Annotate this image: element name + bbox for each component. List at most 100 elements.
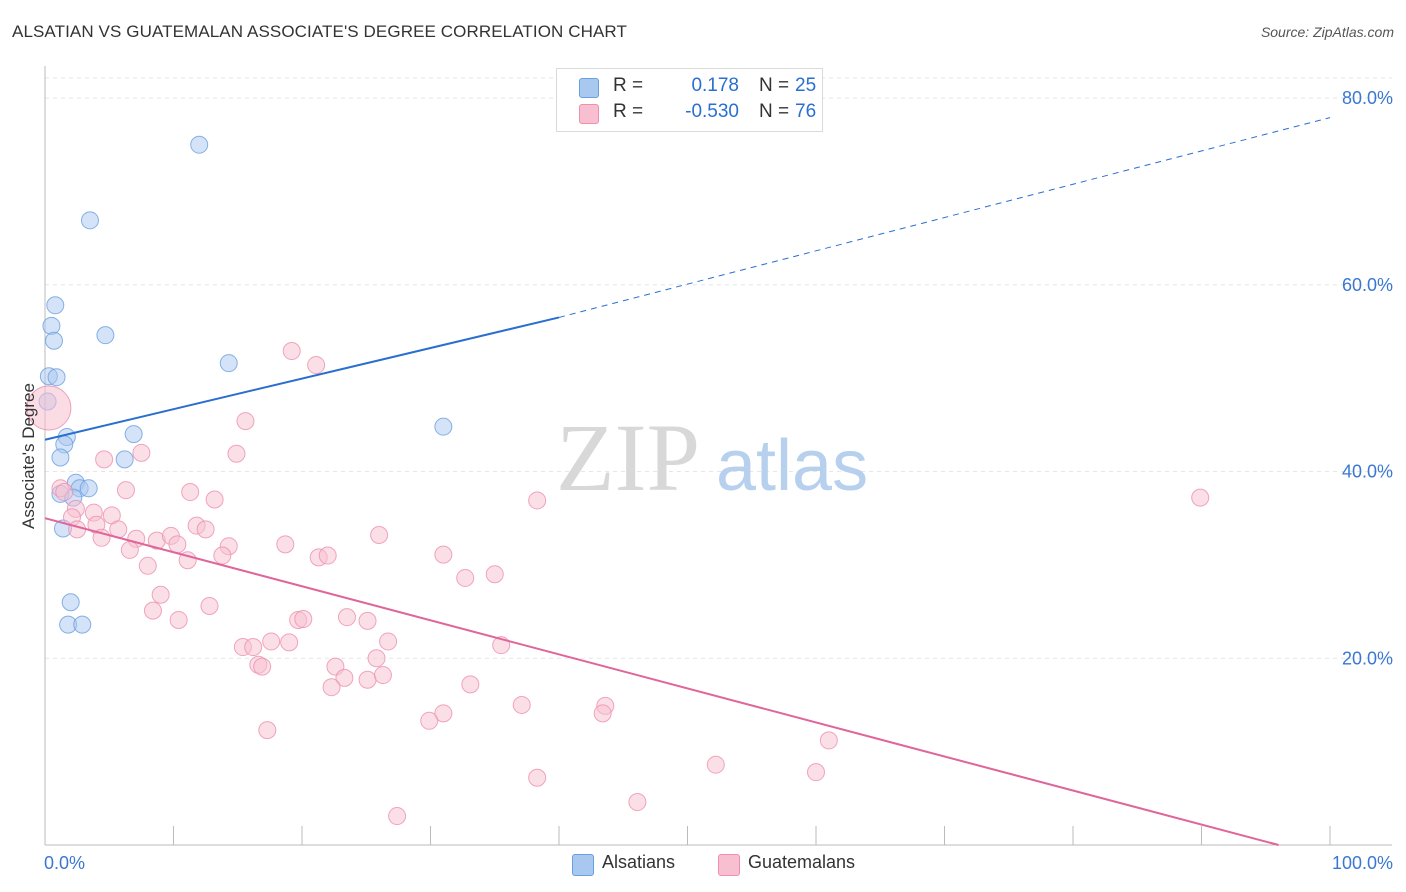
legend-r-label: R = [613,101,644,122]
guatemalan-point [593,704,612,723]
chart-title: ALSATIAN VS GUATEMALAN ASSOCIATE'S DEGRE… [12,22,627,41]
guatemalan-point [528,768,547,787]
points-layer [26,135,1210,826]
guatemalan-point [434,704,453,723]
guatemalan-point [258,721,277,740]
guatemalan-point [55,483,74,502]
guatemalan-point [178,551,197,570]
guatemalan-point [262,632,281,651]
alsatian-point [96,326,115,345]
guatemalan-point [370,525,389,544]
alsatian-point [51,448,70,467]
guatemalan-point [138,556,157,575]
legend-n-value: 76 [795,101,817,122]
x-tick-label: 0.0% [44,853,85,873]
guatemalan-point [280,633,299,652]
guatemalan-point [373,666,392,685]
alsatian-point [79,479,98,498]
alsatian-point [190,135,209,154]
guatemalan-point [628,793,647,812]
guatemalan-point [337,608,356,627]
bottom-legend-swatch-alsatians [572,854,594,876]
guatemalan-point [227,444,246,463]
y-tick-label: 60.0% [1342,275,1393,295]
guatemalan-point [151,585,170,604]
guatemalan-point [95,450,114,469]
guatemalan-point [213,546,232,565]
guatemalan-point [276,535,295,554]
guatemalan-point [485,565,504,584]
guatemalan-point [132,443,151,462]
y-axis-label: Associate's Degree [19,383,38,529]
legend-r-label: R = [613,75,644,96]
axes-layer [44,66,1392,846]
tick-label-layer: 20.0% 40.0% 60.0% 80.0% 0.0% 100.0% [44,88,1393,873]
guatemalan-point [318,546,337,565]
guatemalan-point [205,490,224,509]
alsatian-point [46,296,65,315]
guatemalan-point [420,711,439,730]
bottom-legend-label-alsatians: Alsatians [602,852,676,872]
guatemalan-point [706,755,725,774]
guatemalan-point [244,638,263,657]
guatemalan-point [26,385,72,431]
stats-legend: R = 0.178 N = 25 R = -0.530 N = 76 [556,68,823,132]
guatemalan-point [358,611,377,630]
guatemalan-point [388,807,407,826]
guatemalan-point [379,632,398,651]
alsatian-point [434,417,453,436]
source-label: Source: ZipAtlas.com [1260,24,1394,40]
y-tick-label: 40.0% [1342,462,1393,482]
alsatian-point [80,211,99,230]
guatemalan-point [120,540,139,559]
legend-r-value: -0.530 [685,101,739,122]
legend-swatch-alsatians [579,78,599,98]
legend-r-value: 0.178 [691,75,739,96]
guatemalan-point [181,483,200,502]
watermark-zip: ZIP [556,404,700,511]
guatemalan-point [1191,488,1210,507]
alsatian-point [42,316,61,335]
guatemalan-point [512,695,531,714]
guatemalan-point [282,342,301,361]
x-tick-label: 100.0% [1332,853,1393,873]
bottom-legend-swatch-guatemalans [718,854,740,876]
legend-n-label: N = [759,101,790,122]
alsatian-point [61,593,80,612]
y-tick-label: 20.0% [1342,648,1393,668]
guatemalan-point [116,481,135,500]
guatemalan-point [456,568,475,587]
guatemalan-point [461,675,480,694]
alsatian-trend-extension [558,117,1331,318]
guatemalan-point [253,657,272,676]
guatemalan-point [236,412,255,431]
guatemalan-point [528,491,547,510]
guatemalan-point [434,545,453,564]
alsatian-point [219,354,238,373]
alsatian-point [115,450,134,469]
guatemalan-point [294,610,313,629]
alsatian-trend-line [44,316,560,441]
trend-layer [44,117,1331,846]
alsatian-point [73,615,92,634]
watermark: ZIP atlas [556,404,868,511]
legend-n-value: 25 [795,75,817,96]
watermark-atlas: atlas [716,426,868,506]
guatemalan-point [169,610,188,629]
guatemalan-point [807,763,825,782]
legend-n-label: N = [759,75,790,96]
guatemalan-point [143,601,162,620]
alsatian-point [47,368,66,387]
guatemalan-point [335,668,354,687]
alsatian-point [124,425,143,444]
guatemalan-point [168,535,187,554]
guatemalan-point [200,596,219,615]
guatemalan-point [358,670,377,689]
guatemalan-point [196,520,215,539]
y-tick-label: 80.0% [1342,88,1393,108]
alsatian-point [44,331,63,350]
guatemalan-point [819,731,838,750]
guatemalan-trend-line [44,517,1279,846]
guatemalan-point [68,520,87,539]
guatemalan-point [367,649,386,668]
